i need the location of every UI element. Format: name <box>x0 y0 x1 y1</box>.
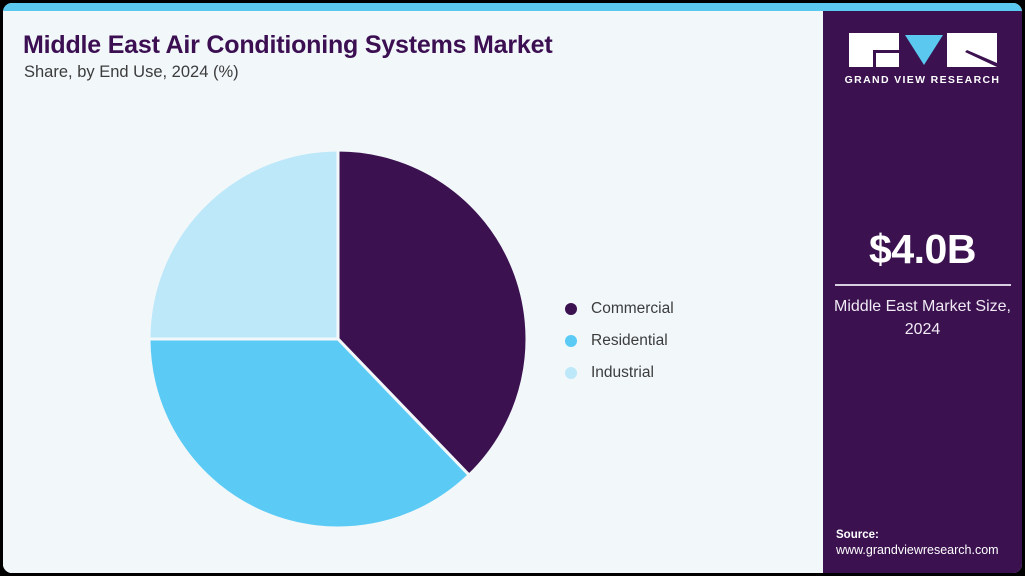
market-size-stat: $4.0B Middle East Market Size, 2024 <box>823 229 1022 341</box>
gvr-logo-icon <box>848 33 997 67</box>
legend-item-label: Residential <box>591 332 668 349</box>
pie-slice-residential[interactable] <box>147 337 472 530</box>
legend-item-label: Commercial <box>591 300 674 317</box>
brand-logo-text: GRAND VIEW RESEARCH <box>844 74 1001 86</box>
sidebar-panel: GRAND VIEW RESEARCH $4.0B Middle East Ma… <box>823 11 1022 573</box>
source-label: Source: <box>836 529 879 541</box>
source-block: Source: www.grandviewresearch.com <box>836 529 999 557</box>
top-accent-bar <box>3 3 1022 11</box>
page-title: Middle East Air Conditioning Systems Mar… <box>23 31 553 59</box>
legend-item-label: Industrial <box>591 364 654 381</box>
stat-caption: Middle East Market Size, 2024 <box>834 298 1011 338</box>
legend-item-industrial[interactable]: Industrial <box>565 357 674 389</box>
legend-item-residential[interactable]: Residential <box>565 325 674 357</box>
pie-slice-commercial[interactable] <box>336 148 529 478</box>
legend-swatch-icon <box>565 367 577 379</box>
pie-chart <box>143 136 537 536</box>
page-subtitle: Share, by End Use, 2024 (%) <box>24 63 239 81</box>
pie-chart-svg <box>147 148 529 530</box>
legend-swatch-icon <box>565 335 577 347</box>
infographic-card: Middle East Air Conditioning Systems Mar… <box>3 3 1022 573</box>
source-url[interactable]: www.grandviewresearch.com <box>836 543 999 557</box>
stat-value: $4.0B <box>869 226 976 272</box>
chart-legend: Commercial Residential Industrial <box>565 293 674 389</box>
brand-logo: GRAND VIEW RESEARCH <box>823 33 1022 86</box>
pie-slice-industrial[interactable] <box>147 148 340 341</box>
stat-divider <box>834 284 1011 286</box>
legend-item-commercial[interactable]: Commercial <box>565 293 674 325</box>
legend-swatch-icon <box>565 303 577 315</box>
chart-main-area: Middle East Air Conditioning Systems Mar… <box>3 11 823 573</box>
